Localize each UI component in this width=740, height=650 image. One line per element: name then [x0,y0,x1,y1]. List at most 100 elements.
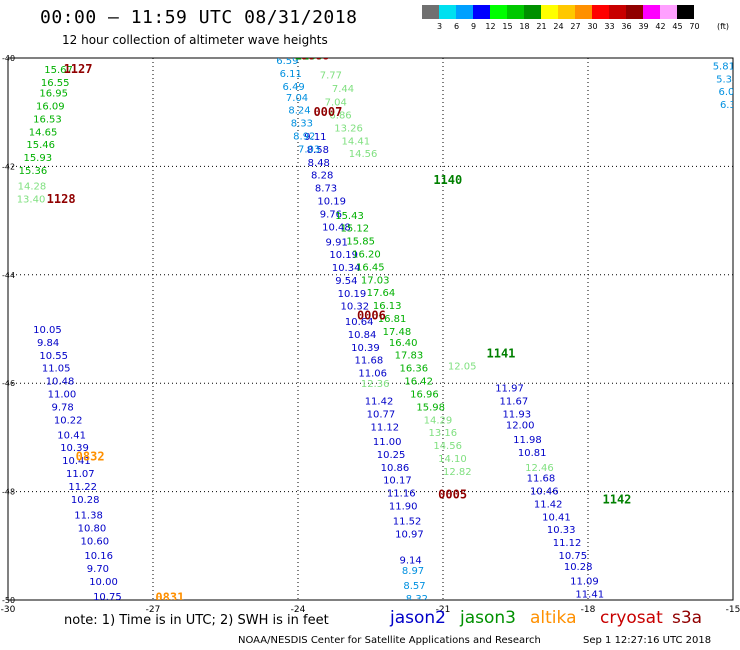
wave-height-label: 7.04 [325,97,347,108]
wave-height-label: 12.36 [361,379,390,390]
wave-height-label: 10.60 [81,536,110,547]
colorbar-swatch [541,5,558,19]
wave-height-label: 11.52 [393,516,422,527]
satellite-cryosat: cryosat [600,608,663,628]
wave-height-label: 10.39 [351,343,380,354]
wave-height-label: 8.24 [288,105,310,116]
wave-height-label: 9.78 [52,403,74,414]
colorbar-label: 36 [621,22,632,31]
wave-height-label: 10.55 [39,351,68,362]
wave-height-label: 17.83 [395,350,424,361]
wave-height-label: 11.90 [389,502,418,513]
wave-height-label: 16.13 [373,301,402,312]
y-tick-label: -48 [2,488,15,497]
wave-height-label: 17.48 [383,327,412,338]
colorbar-swatch [677,5,694,19]
wave-height-label: 12.00 [506,420,535,431]
wave-height-label: 10.81 [518,448,547,459]
pass-label: 1140 [433,173,462,187]
wave-height-label: 10.75 [93,592,122,603]
colorbar-swatch [660,5,677,19]
pass-label: 1127 [64,62,93,76]
wave-height-label: 14.29 [424,416,453,427]
wave-height-label: 11.12 [553,538,582,549]
wave-height-label: 11.07 [66,469,95,480]
wave-height-label: 10.17 [383,476,412,487]
x-tick-label: -27 [146,605,161,615]
wave-height-label: 17.03 [361,276,390,287]
wave-height-label: 8.48 [308,158,330,169]
pass-label: 1142 [603,493,632,507]
wave-height-label: 5.35 [716,75,738,86]
x-tick-label: -24 [291,605,306,615]
colorbar-label: 70 [689,22,700,31]
x-tick-label: -15 [726,605,740,615]
wave-height-label: 17.64 [367,288,396,299]
wave-height-label: 10.80 [78,523,107,534]
wave-height-label: 16.20 [352,250,381,261]
wave-height-label: 15.43 [335,211,364,222]
colorbar-label: 12 [485,22,496,31]
colorbar-label: 27 [570,22,581,31]
plot-frame [7,57,734,601]
colorbar-swatch [643,5,660,19]
wave-height-label: 10.39 [60,443,89,454]
wave-height-label: 14.65 [29,128,58,139]
wave-height-label: 10.48 [46,376,75,387]
wave-height-label: 9.84 [37,338,59,349]
wave-height-label: 9.76 [320,210,342,221]
wave-height-label: 13.16 [429,428,458,439]
page-title: 00:00 – 11:59 UTC 08/31/2018 [40,7,358,28]
x-tick-label: -21 [436,605,451,615]
satellite-jason3: jason3 [460,608,516,628]
wave-height-label: 6.49 [283,82,305,93]
wave-height-label: 10.05 [33,325,62,336]
wave-height-label: 11.98 [513,435,542,446]
wave-height-label: 11.05 [42,363,71,374]
pass-label: 1141 [487,346,516,360]
pass-label: 0831 [155,590,184,604]
wave-height-label: 16.36 [400,363,429,374]
footer-credit: NOAA/NESDIS Center for Satellite Applica… [238,635,541,646]
colorbar-swatch [524,5,541,19]
wave-height-label: 10.28 [71,495,100,506]
pass-label: 0832 [76,449,105,463]
wave-height-label: 10.33 [547,525,576,536]
wave-height-label: 9.14 [400,555,422,566]
wave-height-label: 10.41 [542,513,571,524]
wave-height-label: 15.46 [26,140,55,151]
wave-height-label: 9.91 [326,238,348,249]
colorbar-label: 9 [470,22,477,31]
wave-height-label: 8.58 [307,145,329,156]
wave-height-label: 11.00 [48,389,77,400]
wave-height-label: 8.57 [403,581,425,592]
wave-height-label: 15.36 [19,166,48,177]
wave-height-label: 16.09 [36,102,65,113]
wave-height-label: 11.93 [502,410,531,421]
wave-height-label: 11.38 [74,510,103,521]
wave-height-label: 10.77 [367,410,396,421]
pass-label: 0006 [357,308,386,322]
wave-height-label: 14.41 [342,136,371,147]
x-tick-label: -30 [1,605,16,615]
wave-height-label: 15.85 [346,237,375,248]
pass-label: 1128 [47,192,76,206]
pass-label: 0008 [300,48,329,62]
wave-height-label: 11.68 [355,355,384,366]
colorbar-swatch [422,5,439,19]
colorbar-label: 24 [553,22,564,31]
colorbar-swatch [439,5,456,19]
wave-height-label: 11.41 [575,589,604,600]
colorbar-label: 45 [672,22,683,31]
wave-height-label: 11.06 [358,368,387,379]
wave-height-label: 8.33 [291,118,313,129]
wave-height-label: 10.16 [84,551,113,562]
colorbar-label: 3 [436,22,443,31]
footer-note: note: 1) Time is in UTC; 2) SWH is in fe… [64,613,329,628]
wave-height-label: 13.40 [17,194,46,205]
colorbar-unit: (ft) [717,22,730,31]
colorbar-label: 30 [587,22,598,31]
wave-height-label: 10.48 [322,223,351,234]
